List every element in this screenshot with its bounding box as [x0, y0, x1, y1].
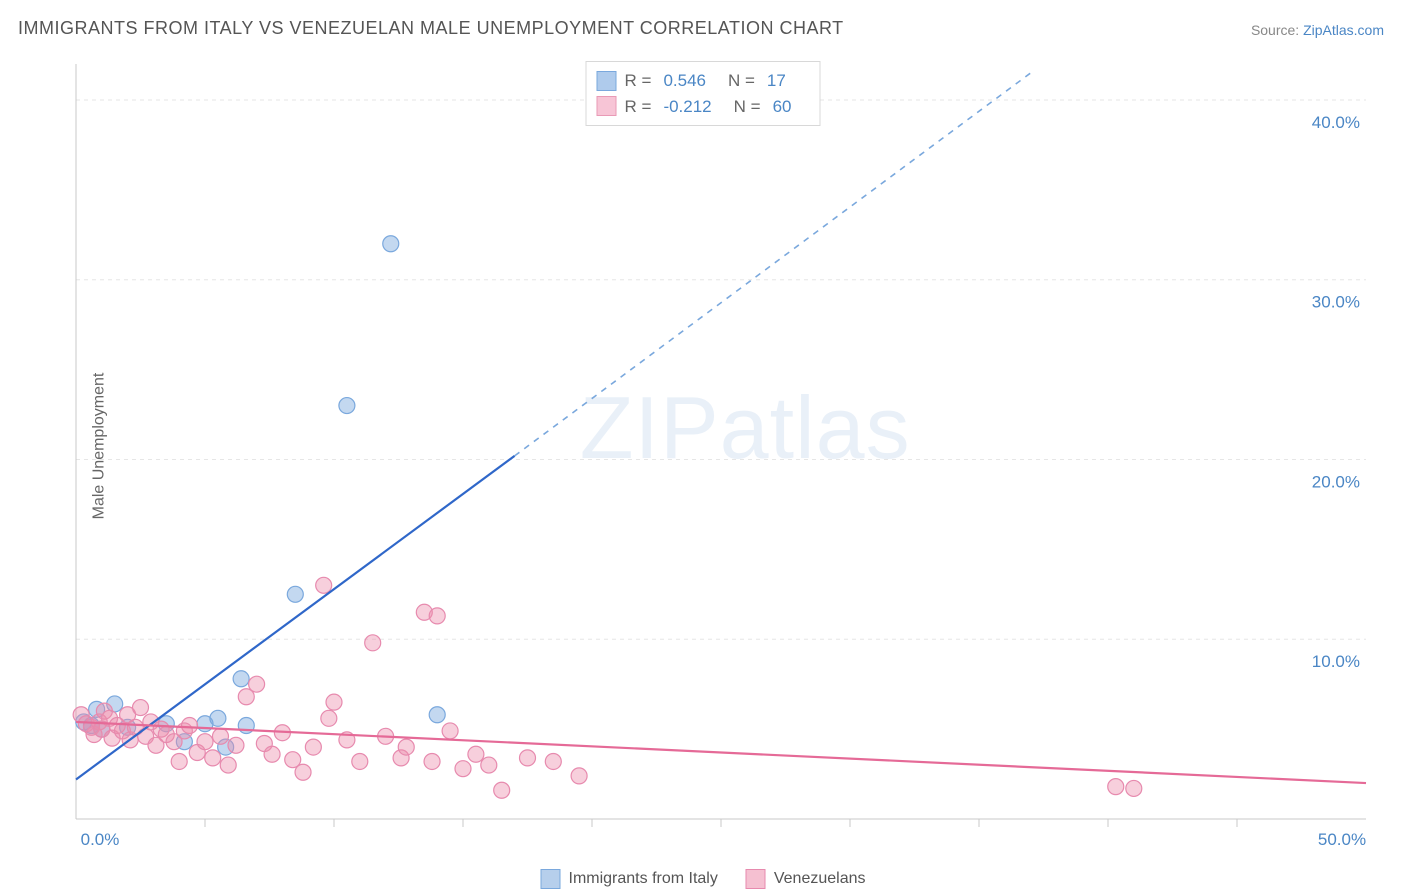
n-label-1: N =: [728, 68, 755, 94]
stats-legend: R = 0.546 N = 17 R = -0.212 N = 60: [586, 61, 821, 126]
r-value-1: 0.546: [663, 68, 706, 94]
source-label: Source:: [1251, 22, 1303, 38]
svg-text:50.0%: 50.0%: [1318, 830, 1366, 846]
n-label-2: N =: [734, 94, 761, 120]
svg-text:40.0%: 40.0%: [1312, 113, 1360, 132]
r-label-2: R =: [625, 94, 652, 120]
stats-legend-row-1: R = 0.546 N = 17: [597, 68, 806, 94]
r-label-1: R =: [625, 68, 652, 94]
legend-swatch-pink: [597, 96, 617, 116]
n-value-2: 60: [773, 94, 792, 120]
stats-legend-row-2: R = -0.212 N = 60: [597, 94, 806, 120]
svg-text:30.0%: 30.0%: [1312, 293, 1360, 312]
legend-swatch-pink: [746, 869, 766, 889]
bottom-legend-item-2: Venezuelans: [746, 869, 866, 889]
source-attribution: Source: ZipAtlas.com: [1251, 22, 1384, 38]
legend-swatch-blue: [541, 869, 561, 889]
n-value-1: 17: [767, 68, 786, 94]
source-value: ZipAtlas.com: [1303, 22, 1384, 38]
bottom-legend-label-2: Venezuelans: [774, 870, 866, 887]
chart-area: 10.0% 20.0% 30.0% 40.0% 0.0% 50.0%: [56, 56, 1386, 846]
bottom-legend-item-1: Immigrants from Italy: [541, 869, 718, 889]
bottom-legend-label-1: Immigrants from Italy: [569, 870, 718, 887]
svg-text:0.0%: 0.0%: [81, 830, 120, 846]
r-value-2: -0.212: [663, 94, 711, 120]
scatter-chart-svg: 10.0% 20.0% 30.0% 40.0% 0.0% 50.0%: [56, 56, 1386, 846]
chart-title: IMMIGRANTS FROM ITALY VS VENEZUELAN MALE…: [18, 18, 844, 39]
svg-text:10.0%: 10.0%: [1312, 652, 1360, 671]
bottom-legend: Immigrants from Italy Venezuelans: [541, 869, 866, 889]
svg-text:20.0%: 20.0%: [1312, 472, 1360, 491]
legend-swatch-blue: [597, 71, 617, 91]
